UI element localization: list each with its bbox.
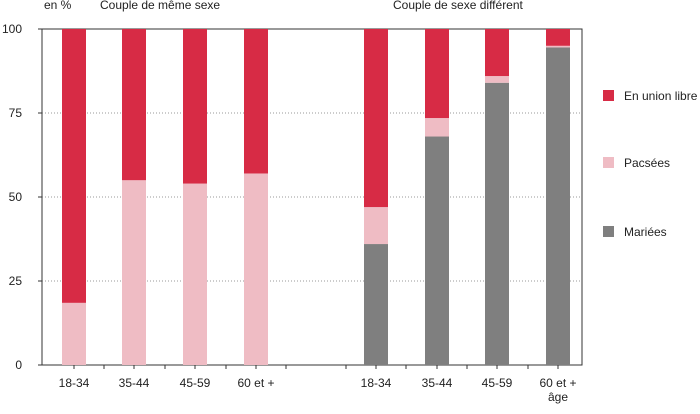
bar-segment [364,29,388,208]
bar-segment [425,136,449,365]
bar-segment [546,45,570,48]
bar-segment [183,29,207,184]
bar-segment [364,207,388,245]
y-tick-label: 25 [9,274,23,288]
bar-segment [62,302,86,365]
bar-segment [425,29,449,119]
bar-segment [485,29,509,77]
bar-segment [364,244,388,365]
legend-swatch [603,157,614,168]
legend: En union libre Pacsées Mariées [603,89,698,239]
bar-segment [244,29,268,174]
group-title-different-sex: Couple de sexe différent [393,0,524,12]
bar-segment [485,82,509,365]
legend-label: En union libre [624,89,698,103]
legend-swatch [603,226,614,237]
y-tick-label: 75 [9,106,23,120]
bar-segment [425,118,449,137]
y-tick-label: 100 [2,22,22,36]
x-tick-label: 45-59 [482,376,513,390]
x-tick-label: 35-44 [119,376,150,390]
bar-segment [122,29,146,181]
y-unit-label: en % [44,0,72,12]
x-tick-label: 45-59 [180,376,211,390]
x-tick-label: 60 et + âge [539,376,576,404]
x-tick-label: 35-44 [422,376,453,390]
plot-area: 0 25 50 75 100 18-34 35-44 45-59 60 et + 18-34 35-… [2,22,583,404]
x-tick-label: 18-34 [361,376,392,390]
bar-segment [122,180,146,365]
legend-label: Mariées [624,225,667,239]
bar-segment [62,29,86,303]
y-tick-label: 50 [9,190,23,204]
bar-segment [244,173,268,365]
bar-segment [485,76,509,83]
bar-segment [546,47,570,365]
x-tick-label: 18-34 [59,376,90,390]
bar-segment [546,29,570,46]
legend-swatch [603,90,614,101]
x-tick-label: 60 et + [237,376,274,390]
group-title-same-sex: Couple de même sexe [100,0,220,12]
bar-segment [183,183,207,365]
y-tick-label: 0 [15,358,22,372]
legend-label: Pacsées [624,156,670,170]
